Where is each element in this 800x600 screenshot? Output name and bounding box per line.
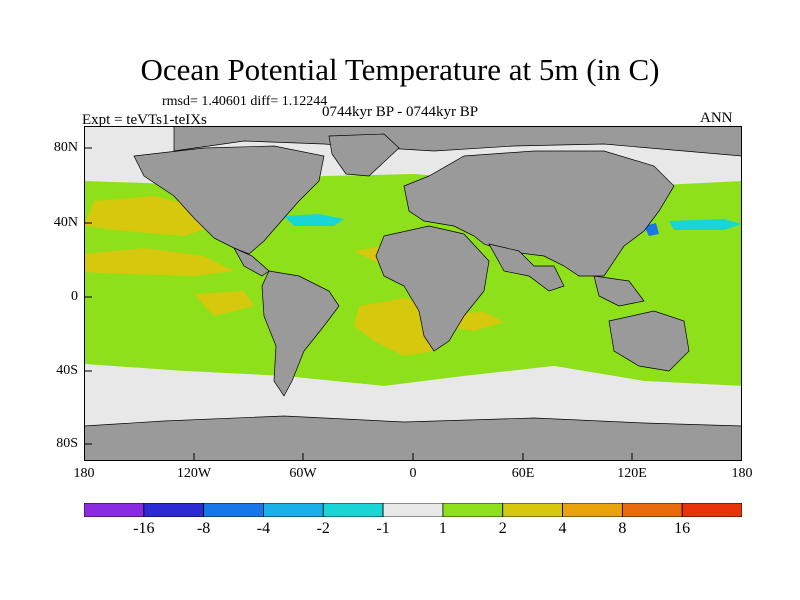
colorbar-label: -8 [196, 520, 211, 537]
colorbar-label: 8 [618, 520, 627, 537]
x-label-120w: 120W [176, 466, 212, 481]
colorbar-box [203, 503, 264, 517]
colorbar-box [143, 503, 205, 517]
gulf-stream-cyan [284, 214, 344, 226]
colorbar-box [681, 503, 742, 517]
colorbar-label: 2 [498, 520, 507, 537]
x-label-180e: 180 [731, 466, 753, 481]
y-ticks [84, 147, 92, 445]
arctic-land [173, 126, 742, 157]
north-america [133, 145, 325, 255]
stats-text: rmsd= 1.40601 diff= 1.12244 [162, 94, 328, 109]
experiment-text: Expt = teVTs1-teIXs [82, 112, 207, 128]
colorbar-box [382, 503, 444, 517]
colorbar-label: -2 [316, 520, 330, 537]
colorbar-box [263, 503, 324, 517]
arabia-india [488, 243, 565, 292]
x-label-180w: 180 [73, 466, 95, 481]
subtropical-pacific-yellow [84, 248, 234, 276]
colorbar-label: 16 [674, 520, 691, 537]
colorbar-box [562, 503, 623, 517]
x-label-60e: 60E [511, 466, 535, 481]
x-label-0: 0 [409, 466, 417, 481]
period-text: 0744kyr BP - 0744kyr BP [322, 104, 479, 120]
x-label-120e: 120E [617, 466, 647, 481]
y-label-80s: 80S [56, 436, 78, 451]
eurasia [403, 150, 675, 277]
y-label-40s: 40S [56, 363, 78, 378]
x-label-60w: 60W [289, 466, 317, 481]
y-label-40n: 40N [53, 215, 78, 230]
y-label-0: 0 [71, 289, 78, 304]
y-label-80n: 80N [53, 140, 78, 155]
central-america [233, 247, 270, 277]
season-label: ANN [700, 110, 733, 126]
colorbar-box [442, 503, 504, 517]
south-america [261, 270, 340, 397]
north-pacific-yellow [84, 196, 214, 236]
colorbar-box [621, 503, 683, 517]
colorbar-label: -4 [256, 520, 271, 537]
colorbar-label: 4 [558, 520, 567, 537]
greenland [328, 133, 400, 177]
x-ticks [84, 453, 742, 461]
antarctica [84, 415, 742, 461]
colorbar-label: -16 [133, 520, 155, 537]
north-atlantic-green [309, 174, 414, 206]
colorbar-box [84, 503, 145, 517]
colorbar-box [502, 503, 563, 517]
plot-title: Ocean Potential Temperature at 5m (in C) [140, 52, 660, 87]
map-panel [84, 126, 742, 461]
africa [375, 225, 490, 352]
australia [608, 310, 690, 372]
kuroshio-cyan [669, 219, 742, 230]
colorbar [84, 503, 742, 517]
southern-ocean-neutral [84, 364, 742, 426]
south-atlantic-yellow [354, 298, 439, 356]
colorbar-box [322, 503, 384, 517]
colorbar-label: -1 [376, 520, 390, 537]
east-pacific-yellow [194, 291, 254, 316]
land-masses [84, 126, 742, 461]
southeast-asia [593, 275, 645, 307]
colorbar-label: 1 [438, 520, 447, 537]
